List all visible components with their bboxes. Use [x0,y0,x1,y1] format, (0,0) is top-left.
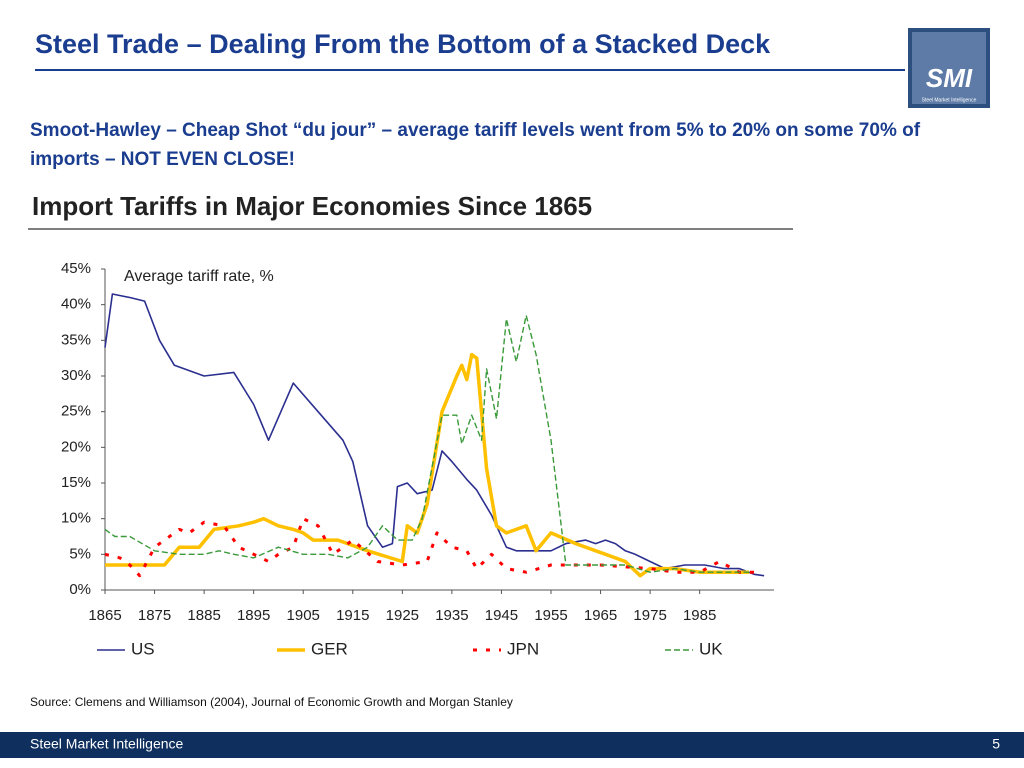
x-tick-label: 1895 [237,607,270,624]
y-tick-label: 25% [61,403,91,420]
y-tick-label: 45% [61,260,91,277]
y-tick-label: 30% [61,367,91,384]
source-note: Source: Clemens and Williamson (2004), J… [30,695,513,709]
x-tick-label: 1945 [485,607,518,624]
y-tick-label: 5% [69,545,91,562]
x-tick-label: 1885 [187,607,220,624]
chart-title: Import Tariffs in Major Economies Since … [32,191,592,221]
series-line [105,352,750,578]
y-tick-label: 20% [61,438,91,455]
y-tick-label: 10% [61,510,91,527]
y-axis-label: Average tariff rate, % [124,268,274,285]
x-tick-label: 1985 [683,607,716,624]
legend-label: JPN [507,639,539,658]
series-line [104,293,765,577]
x-tick-label: 1905 [287,607,320,624]
legend-label: US [131,639,155,658]
series-line [104,314,750,573]
y-tick-label: 35% [61,331,91,348]
x-tick-label: 1935 [435,607,468,624]
logo-inner [912,32,986,104]
legend-label: UK [699,639,723,658]
x-tick-label: 1955 [534,607,567,624]
x-tick-label: 1915 [336,607,369,624]
logo-tagline: Steel Market Intelligence [922,97,977,103]
subtitle: Smoot-Hawley – Cheap Shot “du jour” – av… [30,120,921,170]
page-number: 5 [992,736,1000,752]
x-tick-label: 1875 [138,607,171,624]
legend-label: GER [311,639,348,658]
footer-bar [0,732,1024,758]
x-tick-label: 1965 [584,607,617,624]
logo-text: SMI [926,63,973,93]
slide-title: Steel Trade – Dealing From the Bottom of… [35,29,771,59]
x-tick-label: 1925 [386,607,419,624]
x-tick-label: 1975 [633,607,666,624]
y-tick-label: 40% [61,296,91,313]
footer-text: Steel Market Intelligence [30,736,184,752]
y-tick-label: 0% [69,581,91,598]
y-tick-label: 15% [61,474,91,491]
x-tick-label: 1865 [88,607,121,624]
